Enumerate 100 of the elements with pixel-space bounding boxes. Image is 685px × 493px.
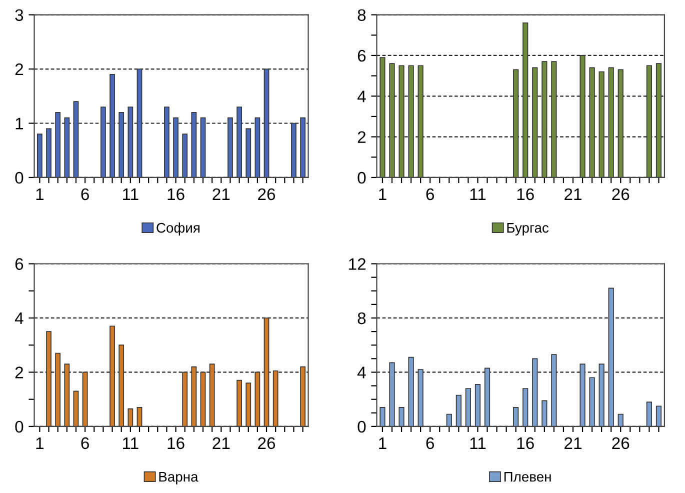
bar bbox=[532, 358, 538, 426]
bar bbox=[182, 134, 188, 178]
y-tick-label: 12 bbox=[349, 258, 366, 270]
legend-label: Варна bbox=[159, 472, 198, 484]
bar bbox=[272, 370, 278, 426]
x-tick-label: 26 bbox=[258, 188, 276, 200]
y-tick-label: 6 bbox=[358, 50, 366, 62]
bar bbox=[182, 372, 188, 426]
x-tick-label: 16 bbox=[517, 437, 534, 450]
bar bbox=[254, 117, 260, 178]
y-tick-label: 0 bbox=[15, 420, 24, 433]
x-tick-label: 6 bbox=[81, 437, 89, 450]
x-tick-label: 1 bbox=[36, 188, 44, 200]
bar bbox=[522, 22, 528, 178]
bar bbox=[164, 106, 170, 178]
bar bbox=[580, 364, 586, 426]
bar bbox=[456, 394, 462, 426]
bar bbox=[580, 55, 586, 178]
y-tick-label: 0 bbox=[358, 420, 366, 433]
bar bbox=[380, 57, 386, 178]
y-tick-label: 2 bbox=[15, 63, 23, 76]
legend-label: София bbox=[156, 222, 200, 236]
bar bbox=[446, 414, 452, 426]
y-tick-label: 8 bbox=[358, 9, 366, 21]
bar bbox=[73, 101, 79, 178]
bar bbox=[532, 67, 538, 178]
bar bbox=[191, 366, 197, 426]
x-tick-label: 21 bbox=[564, 188, 582, 200]
bar bbox=[542, 61, 548, 178]
bar bbox=[522, 388, 528, 426]
x-tick-label: 11 bbox=[123, 188, 138, 200]
bar bbox=[300, 117, 306, 178]
bar bbox=[551, 61, 557, 178]
bar bbox=[55, 352, 61, 426]
bar bbox=[128, 106, 134, 178]
bar bbox=[300, 366, 306, 426]
x-tick-label: 26 bbox=[612, 437, 630, 450]
bar bbox=[254, 372, 260, 426]
y-tick-label: 1 bbox=[16, 118, 24, 130]
bar bbox=[389, 63, 395, 178]
bar bbox=[608, 67, 614, 178]
bar bbox=[398, 407, 404, 426]
bar bbox=[100, 106, 106, 178]
bar bbox=[408, 356, 414, 426]
x-tick-label: 26 bbox=[258, 437, 276, 450]
bar bbox=[82, 372, 88, 426]
bar bbox=[110, 74, 115, 178]
bar bbox=[598, 71, 604, 178]
x-tick-label: 21 bbox=[212, 188, 230, 200]
x-tick-label: 11 bbox=[470, 188, 486, 200]
bar bbox=[418, 369, 424, 426]
x-tick-label: 21 bbox=[212, 437, 230, 449]
bar bbox=[136, 68, 142, 178]
bar bbox=[246, 382, 252, 426]
legend-label: Плевен bbox=[504, 472, 551, 482]
bar bbox=[380, 407, 386, 426]
y-tick-label: 0 bbox=[15, 172, 24, 184]
bar bbox=[37, 134, 42, 178]
bar bbox=[46, 331, 52, 426]
bar bbox=[408, 65, 414, 178]
y-tick-label: 2 bbox=[358, 131, 366, 143]
bar bbox=[646, 65, 652, 178]
bar bbox=[656, 406, 662, 426]
bar bbox=[246, 128, 252, 178]
bar bbox=[618, 69, 624, 178]
bar bbox=[474, 384, 481, 426]
bar bbox=[191, 112, 197, 178]
bar bbox=[551, 354, 557, 426]
bar bbox=[64, 117, 70, 178]
legend-label: Бургас bbox=[507, 223, 549, 236]
bar bbox=[136, 407, 142, 426]
bar bbox=[389, 362, 395, 426]
bar bbox=[209, 364, 215, 426]
x-tick-label: 16 bbox=[168, 437, 184, 450]
x-tick-label: 1 bbox=[379, 437, 386, 449]
x-tick-label: 26 bbox=[612, 188, 630, 200]
bar bbox=[513, 69, 519, 178]
bar bbox=[513, 407, 519, 426]
bar bbox=[598, 364, 604, 426]
bar bbox=[465, 388, 472, 426]
bar bbox=[656, 63, 662, 178]
bar bbox=[418, 65, 424, 178]
bar bbox=[118, 344, 124, 426]
bar bbox=[236, 380, 242, 426]
x-tick-label: 11 bbox=[123, 437, 138, 449]
y-tick-label: 3 bbox=[15, 9, 24, 21]
bar bbox=[646, 402, 652, 426]
bar bbox=[589, 67, 595, 178]
y-tick-label: 4 bbox=[14, 312, 24, 324]
y-tick-label: 0 bbox=[358, 172, 366, 184]
y-tick-label: 8 bbox=[358, 312, 366, 324]
x-tick-label: 6 bbox=[426, 188, 434, 200]
bar bbox=[55, 112, 61, 178]
bar bbox=[542, 400, 548, 426]
bar bbox=[484, 368, 490, 426]
bar bbox=[618, 414, 624, 426]
bar bbox=[589, 377, 595, 426]
bar bbox=[110, 326, 115, 426]
y-tick-label: 2 bbox=[15, 366, 23, 378]
bar bbox=[73, 390, 79, 426]
